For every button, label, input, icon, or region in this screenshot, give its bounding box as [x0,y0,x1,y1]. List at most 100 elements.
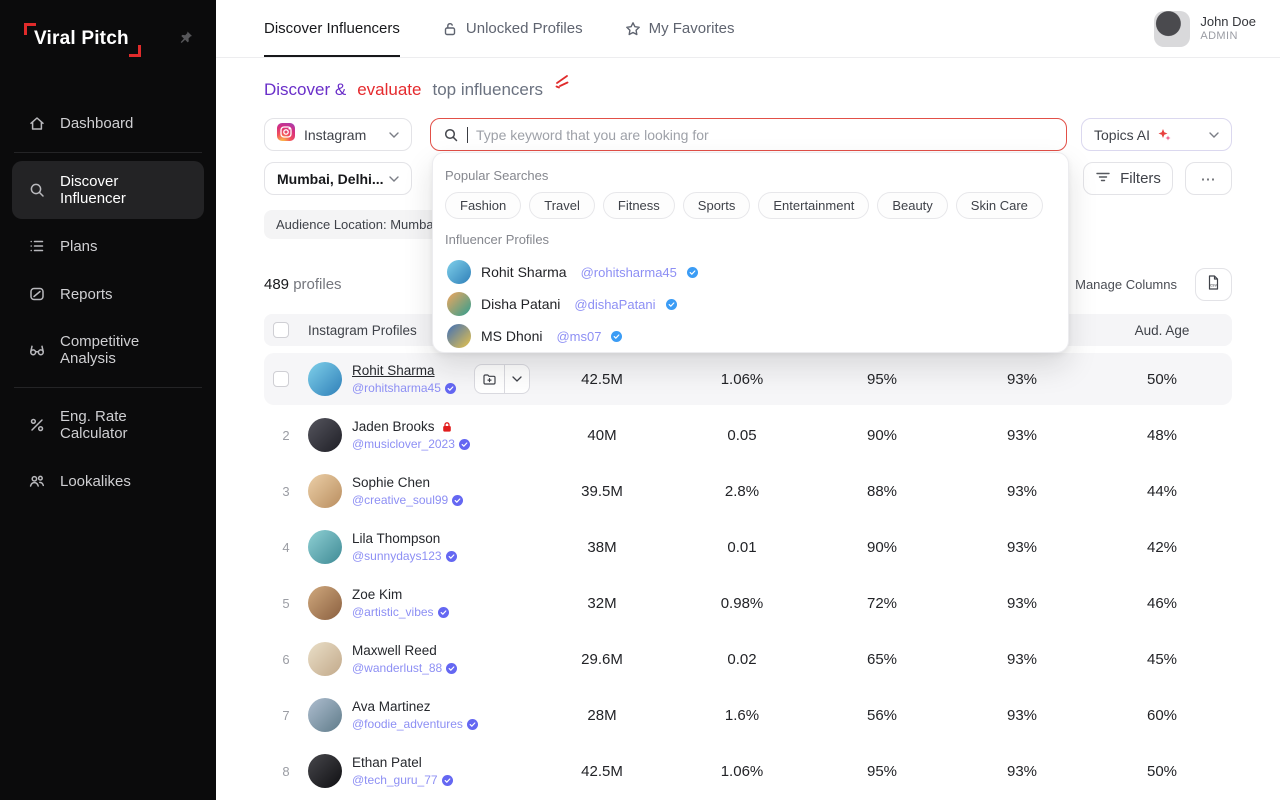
aud-age-value: 42% [1146,538,1178,556]
influencer-name[interactable]: Zoe Kim [352,586,403,602]
platform-select[interactable]: Instagram [264,118,412,151]
influencer-name: MS Dhoni [481,328,543,344]
influencer-handle[interactable]: @wanderlust_88 [352,660,443,675]
sidebar-divider [14,152,202,153]
aud-age-value: 48% [1146,426,1178,444]
sidebar-item-eng-rate-calculator[interactable]: Eng. Rate Calculator [12,396,204,454]
home-icon [28,114,46,132]
table-row[interactable]: 5 Zoe Kim @artistic_vibes 32M 0.98% [264,575,1232,631]
influencer-handle[interactable]: @foodie_adventures [352,716,463,731]
sidebar-item-dashboard[interactable]: Dashboard [12,102,204,144]
popular-search-chip[interactable]: Skin Care [955,192,1043,219]
suggested-profile-item[interactable]: MS Dhoni @ms07 [445,320,1056,352]
location-select[interactable]: Mumbai, Delhi... [264,162,412,195]
popular-search-chip[interactable]: Fitness [602,192,675,219]
user-menu[interactable]: John Doe ADMIN [1154,10,1256,47]
influencer-handle[interactable]: @creative_soul99 [352,492,449,507]
followers-value: 38M [587,538,617,556]
metric-value: 95% [866,762,898,780]
suggested-profile-item[interactable]: Disha Patani @dishaPatani [445,288,1056,320]
topics-ai-select[interactable]: Topics AI [1081,118,1232,151]
influencer-handle[interactable]: @musiclover_2023 [352,436,455,451]
influencer-name[interactable]: Ethan Patel [352,754,422,770]
sidebar-item-discover-influencer[interactable]: Discover Influencer [12,161,204,219]
glasses-icon [28,341,46,359]
chevron-down-icon[interactable] [504,365,529,393]
tab-discover-influencers[interactable]: Discover Influencers [264,0,400,57]
metric-value: 93% [1006,370,1038,388]
row-index: 6 [282,651,290,667]
user-name: John Doe [1200,13,1256,29]
influencer-handle[interactable]: @sunnydays123 [352,548,442,563]
tab-unlocked-profiles[interactable]: Unlocked Profiles [442,0,583,57]
verified-badge-icon [458,438,470,450]
influencer-handle[interactable]: @rohitsharma45 [352,380,441,395]
influencer-name: Disha Patani [481,296,561,312]
influencer-handle[interactable]: @tech_guru_77 [352,772,438,787]
export-csv-button[interactable]: csv [1195,268,1232,301]
add-to-folder-button[interactable] [475,365,504,393]
chevron-down-icon [1209,131,1219,138]
suggested-profile-item[interactable]: Rohit Sharma @rohitsharma45 [445,256,1056,288]
popular-search-chip[interactable]: Fashion [445,192,522,219]
manage-columns-button[interactable]: Manage Columns [1051,275,1177,294]
table-row[interactable]: 8 Ethan Patel @tech_guru_77 42.5M 1 [264,743,1232,799]
influencer-name[interactable]: Jaden Brooks [352,418,435,434]
sidebar-item-competitive-analysis[interactable]: Competitive Analysis [12,321,204,379]
table-row[interactable]: 7 Ava Martinez @foodie_adventures 28M [264,687,1232,743]
table-row[interactable]: Rohit Sharma @rohitsharma45 [264,353,1232,405]
location-select-value: Mumbai, Delhi... [277,170,384,187]
svg-text:csv: csv [1210,282,1218,287]
sparkle-doodle-icon [549,74,571,97]
csv-file-icon: csv [1205,274,1222,296]
metric-value: 93% [1006,762,1038,780]
metric-value: 90% [866,538,898,556]
aud-age-value: 50% [1146,370,1178,388]
popular-search-chip[interactable]: Entertainment [758,192,870,219]
avatar [447,260,471,284]
tab-my-favorites[interactable]: My Favorites [625,0,734,57]
column-header-aud-age[interactable]: Aud. Age [1134,322,1190,338]
app-logo: Viral Pitch [24,23,141,57]
keyword-search[interactable] [430,118,1067,151]
influencer-name[interactable]: Lila Thompson [352,530,441,546]
popular-search-chip[interactable]: Travel [529,192,595,219]
influencer-profiles-title: Influencer Profiles [445,232,550,247]
row-checkbox[interactable] [273,371,289,387]
metric-value: 1.06% [720,762,764,780]
star-icon [625,21,641,37]
metric-value: 2.8% [724,482,760,500]
influencer-handle[interactable]: @artistic_vibes [352,604,434,619]
chevron-down-icon [389,175,399,182]
followers-value: 32M [587,594,617,612]
sidebar-item-lookalikes[interactable]: Lookalikes [12,460,204,502]
filter-icon [1095,170,1111,188]
influencer-name[interactable]: Rohit Sharma [352,362,435,378]
verified-badge-icon [611,330,623,342]
search-input[interactable] [476,126,1054,143]
table-row[interactable]: 4 Lila Thompson @sunnydays123 38M 0 [264,519,1232,575]
sidebar-item-label: Reports [60,285,113,303]
aud-age-value: 46% [1146,594,1178,612]
popular-search-chip[interactable]: Sports [682,192,751,219]
more-options-button[interactable]: ⋯ [1185,162,1232,195]
popular-search-chip[interactable]: Beauty [877,192,948,219]
influencer-name[interactable]: Sophie Chen [352,474,431,490]
metric-value: 95% [866,370,898,388]
audience-location-chip[interactable]: Audience Location: Mumbai [264,210,449,239]
verified-badge-icon [446,662,458,674]
sidebar-item-label: Discover Influencer [60,173,126,207]
pin-icon[interactable] [178,30,194,51]
table-row[interactable]: 6 Maxwell Reed @wanderlust_88 29.6M [264,631,1232,687]
select-all-checkbox[interactable] [273,322,289,338]
column-header-profiles[interactable]: Instagram Profiles [308,322,417,338]
sidebar-item-plans[interactable]: Plans [12,225,204,267]
table-row[interactable]: 2 Jaden Brooks @musiclover_2023 40M [264,407,1232,463]
sidebar-item-reports[interactable]: Reports [12,273,204,315]
table-row[interactable]: 3 Sophie Chen @creative_soul99 39.5M [264,463,1232,519]
influencer-name[interactable]: Maxwell Reed [352,642,437,658]
row-index: 5 [282,595,290,611]
influencer-name[interactable]: Ava Martinez [352,698,431,714]
filters-button[interactable]: Filters [1083,162,1173,195]
row-index: 7 [282,707,290,723]
